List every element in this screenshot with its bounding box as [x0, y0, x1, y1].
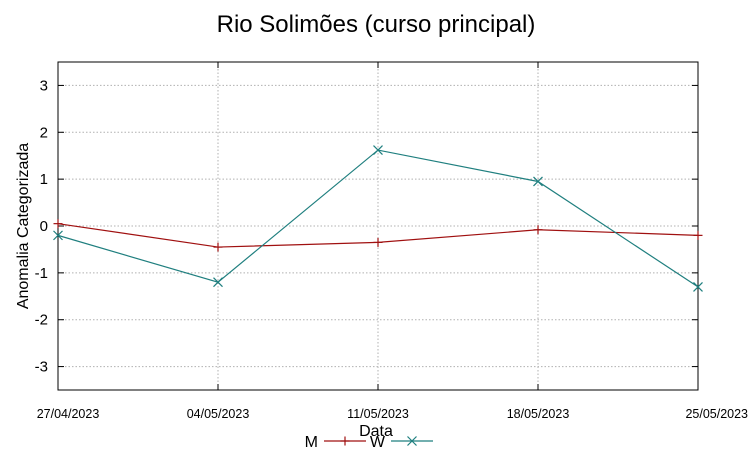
x-axis: 27/04/2023 04/05/2023 11/05/2023 18/05/2023… [37, 62, 748, 421]
x-tick-label: 04/05/2023 [187, 407, 250, 421]
y-axis: -3 -2 -1 0 1 2 3 [35, 77, 698, 376]
y-axis-label: Anomalia Categorizada [15, 143, 32, 309]
data-point-W [693, 281, 703, 292]
y-tick-label: -2 [35, 312, 48, 329]
chart-title: Rio Solimões (curso principal) [217, 11, 536, 38]
y-tick-label: 2 [40, 124, 48, 141]
x-tick-label: 11/05/2023 [347, 407, 409, 421]
x-tick-label: 27/04/2023 [37, 407, 100, 421]
data-point-W [213, 277, 223, 288]
legend-marker-W [407, 436, 417, 446]
y-tick-label: -3 [35, 359, 48, 376]
data-point-M [373, 237, 383, 247]
data-point-M [213, 242, 223, 252]
x-tick-label: 25/05/2023 [685, 407, 748, 421]
x-axis-label: Data [359, 423, 393, 440]
data-point-M [53, 219, 63, 229]
legend-marker-M [340, 436, 350, 446]
data-point-W [373, 145, 383, 156]
legend-label-M: M [305, 434, 318, 451]
y-tick-label: -1 [35, 265, 48, 282]
x-tick-label: 18/05/2023 [507, 407, 570, 421]
data-point-M [693, 230, 703, 240]
y-tick-label: 3 [40, 77, 48, 94]
data-point-M [533, 225, 543, 235]
y-tick-label: 0 [40, 218, 48, 235]
data-point-W [533, 176, 543, 187]
legend-label-W: W [370, 434, 386, 451]
y-tick-label: 1 [40, 171, 48, 188]
data-point-W [53, 230, 63, 241]
series-layer [53, 145, 703, 292]
grid-layer [58, 62, 698, 390]
